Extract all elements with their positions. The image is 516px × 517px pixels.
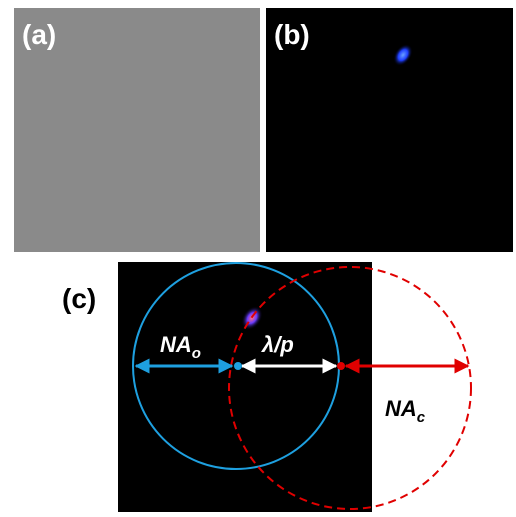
annotation-sub: o	[192, 345, 201, 362]
figure: (a) (b) (c) NAo λ/p NAc	[0, 0, 516, 517]
annotation-text: NA	[385, 396, 417, 421]
panel-label: (a)	[22, 19, 56, 50]
annotation: λ/p	[261, 332, 294, 357]
panel-label: (c)	[62, 283, 96, 314]
annotation: NAc	[385, 396, 426, 426]
dot	[234, 362, 242, 370]
annotation-text: NA	[160, 332, 192, 357]
panel-label: (b)	[274, 19, 310, 50]
dot	[337, 362, 345, 370]
annotation-sub: c	[417, 409, 426, 426]
